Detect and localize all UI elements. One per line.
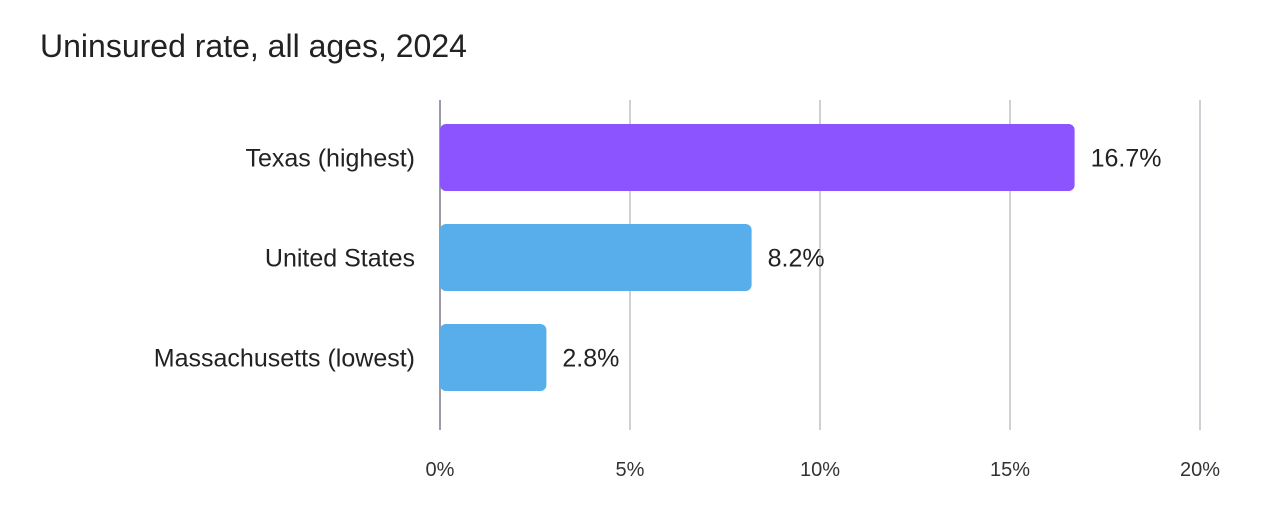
value-label: 8.2% [768,245,825,273]
chart-title: Uninsured rate, all ages, 2024 [40,28,467,64]
x-tick-label: 0% [426,459,455,481]
value-label: 16.7% [1091,145,1162,173]
bar [440,224,752,291]
x-tick-label: 5% [616,459,645,481]
x-axis-ticks: 0% 5% 10% 15% 20% [426,459,1221,481]
labels: Texas (highest) 16.7% United States 8.2% Mas… [154,145,1162,373]
x-tick-label: 10% [800,459,840,481]
x-tick-label: 15% [990,459,1030,481]
bars [440,124,1075,391]
bar [440,124,1075,191]
bar [440,324,547,391]
value-label: 2.8% [562,345,619,373]
category-label: Texas (highest) [245,145,415,173]
category-label: Massachusetts (lowest) [154,345,415,373]
category-label: United States [265,245,415,273]
x-tick-label: 20% [1180,459,1220,481]
